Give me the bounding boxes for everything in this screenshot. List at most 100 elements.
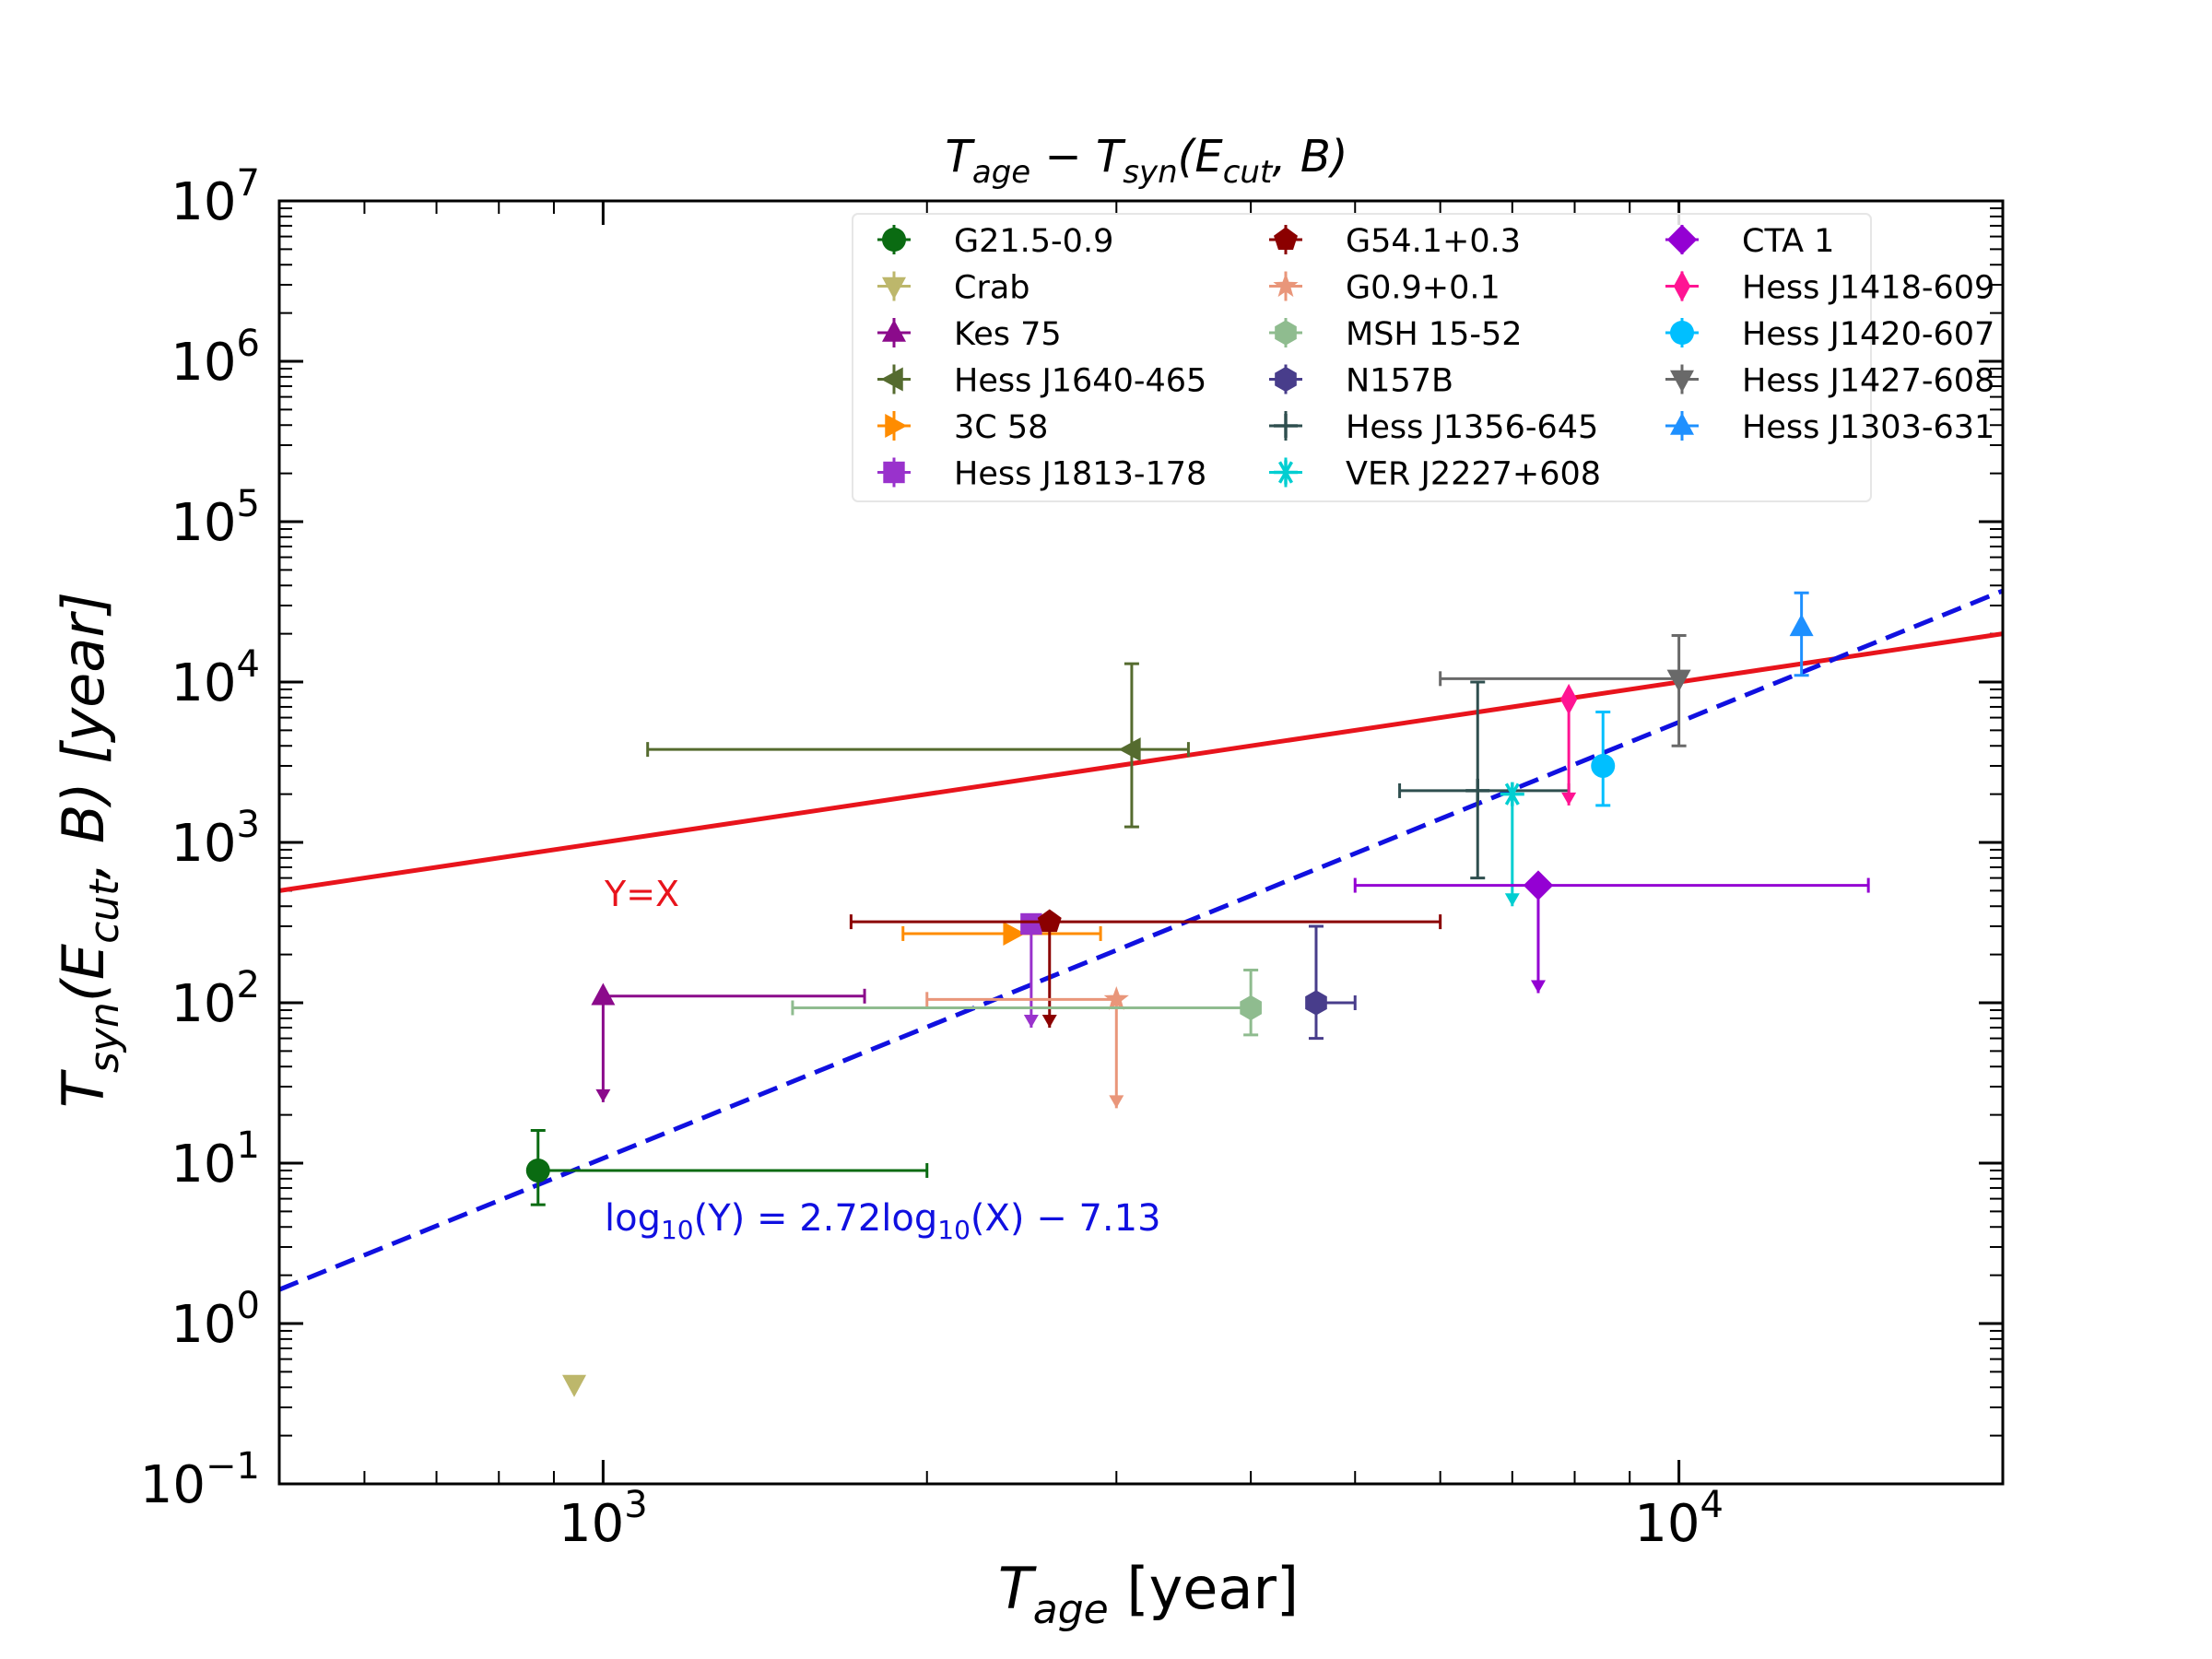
legend-marker xyxy=(880,367,903,392)
upper-limit-arrowhead xyxy=(595,1088,611,1102)
data-marker xyxy=(525,1158,550,1182)
chart-title: Tage − Tsyn(Ecut, B) xyxy=(946,131,1348,191)
data-points xyxy=(525,591,1870,1397)
legend-label: Hess J1356-645 xyxy=(1346,409,1598,446)
series-cta-1 xyxy=(1353,870,1870,994)
series-kes-75 xyxy=(591,982,866,1102)
upper-limit-arrowhead xyxy=(1561,792,1577,806)
fit-equation-label: log10(Y) = 2.72log10(X) − 7.13 xyxy=(605,1197,1161,1245)
upper-limit-arrowhead xyxy=(1023,1014,1039,1028)
y-tick-label: 103 xyxy=(171,804,260,874)
legend-label: VER J2227+608 xyxy=(1346,456,1601,493)
data-marker xyxy=(1020,912,1042,935)
series-g21-5-0-9 xyxy=(525,1128,929,1206)
legend-label: Hess J1420-607 xyxy=(1742,316,1994,353)
data-marker xyxy=(1523,870,1554,900)
series-g54-1-0-3 xyxy=(849,909,1442,1028)
data-marker xyxy=(1118,737,1141,762)
legend-entry: Hess J1640-465 xyxy=(877,363,1206,400)
plot-frame xyxy=(277,199,2005,1486)
y-tick-label: 104 xyxy=(171,643,260,713)
y-tick-label: 101 xyxy=(171,1124,260,1194)
y-equals-x-line xyxy=(279,631,2003,893)
legend-label: G21.5-0.9 xyxy=(954,223,1113,260)
legend-marker xyxy=(1673,270,1691,302)
legend-marker xyxy=(1275,366,1297,393)
legend-marker xyxy=(1274,414,1298,438)
legend-box xyxy=(852,213,1872,502)
legend-entry: CTA 1 xyxy=(1665,223,1834,260)
x-tick-label: 103 xyxy=(559,1484,648,1554)
legend-marker xyxy=(1275,320,1297,346)
y-tick-label: 102 xyxy=(171,964,260,1034)
data-marker xyxy=(1500,782,1524,806)
legend-entry: Crab xyxy=(877,270,1030,307)
legend-marker xyxy=(1670,321,1694,345)
legend-entry: N157B xyxy=(1269,363,1453,400)
data-marker xyxy=(1305,990,1327,1016)
legend-marker xyxy=(882,276,906,300)
data-marker xyxy=(1037,909,1062,933)
upper-limit-arrowhead xyxy=(1530,980,1546,994)
legend-entry: VER J2227+608 xyxy=(1269,456,1601,493)
series-crab xyxy=(562,1374,587,1397)
legend-label: Hess J1418-609 xyxy=(1742,270,1994,307)
series-3c-58 xyxy=(901,921,1102,946)
data-marker xyxy=(1103,986,1129,1010)
y-tick-label: 106 xyxy=(171,323,260,393)
upper-limit-arrowhead xyxy=(1504,893,1520,907)
legend-label: Kes 75 xyxy=(954,316,1062,353)
legend-entry: Hess J1356-645 xyxy=(1269,409,1598,446)
series-hess-j1427-608 xyxy=(1439,634,1691,747)
legend-marker xyxy=(1273,273,1299,298)
legend-label: MSH 15-52 xyxy=(1346,316,1523,353)
data-marker xyxy=(1003,921,1026,946)
y-tick-label: 107 xyxy=(171,162,260,232)
lines-clipped xyxy=(279,588,2003,1292)
reference-lines xyxy=(279,588,2003,1292)
series-hess-j1418-609 xyxy=(1560,683,1578,806)
data-marker xyxy=(1560,683,1578,715)
series-hess-j1420-607 xyxy=(1591,711,1616,807)
fit-line xyxy=(279,588,2003,1292)
series-n157b xyxy=(1305,924,1357,1041)
legend-entry: Hess J1813-178 xyxy=(877,456,1206,493)
series-hess-j1640-465 xyxy=(646,662,1190,829)
legend-entry: Hess J1420-607 xyxy=(1665,316,1994,353)
legend-entry: G54.1+0.3 xyxy=(1269,223,1521,260)
series-msh-15-52 xyxy=(791,968,1262,1037)
legend-entry: Hess J1418-609 xyxy=(1665,270,1994,307)
legend-marker xyxy=(1670,370,1694,393)
legend-label: 3C 58 xyxy=(954,409,1048,446)
legend-entry: G21.5-0.9 xyxy=(877,223,1113,260)
y-equals-x-label: Y=X xyxy=(604,874,679,914)
legend-marker xyxy=(1274,227,1298,251)
legend-label: Crab xyxy=(954,270,1030,307)
legend-entry: Hess J1303-631 xyxy=(1665,409,1994,446)
legend-label: Hess J1303-631 xyxy=(1742,409,1994,446)
axis-tick-labels: 103 104 10−1 100 101 102 103 104 105 106 107 xyxy=(140,162,1724,1554)
series-ver-j2227-608 xyxy=(1500,782,1524,907)
legend-marker xyxy=(1666,224,1698,255)
y-tick-label: 100 xyxy=(171,1285,260,1355)
legend-label: Hess J1640-465 xyxy=(954,363,1206,400)
legend-label: N157B xyxy=(1346,363,1453,400)
legend-marker xyxy=(1670,412,1694,435)
data-marker xyxy=(591,982,616,1006)
legend-marker xyxy=(885,414,908,438)
legend-marker xyxy=(1274,460,1298,485)
upper-limit-arrowhead xyxy=(1109,1095,1124,1109)
y-tick-label: 105 xyxy=(171,483,260,553)
legend-entry: Kes 75 xyxy=(877,316,1062,353)
legend-entry: G0.9+0.1 xyxy=(1269,270,1500,307)
legend-entry: Hess J1427-608 xyxy=(1665,363,1994,400)
legend-label: G54.1+0.3 xyxy=(1346,223,1521,260)
legend-label: Hess J1427-608 xyxy=(1742,363,1994,400)
data-marker xyxy=(562,1374,587,1397)
legend-label: Hess J1813-178 xyxy=(954,456,1206,493)
x-tick-label: 104 xyxy=(1634,1484,1724,1554)
y-tick-label: 10−1 xyxy=(140,1445,260,1515)
data-marker xyxy=(1789,614,1814,637)
series-g0-9-0-1 xyxy=(925,986,1129,1109)
